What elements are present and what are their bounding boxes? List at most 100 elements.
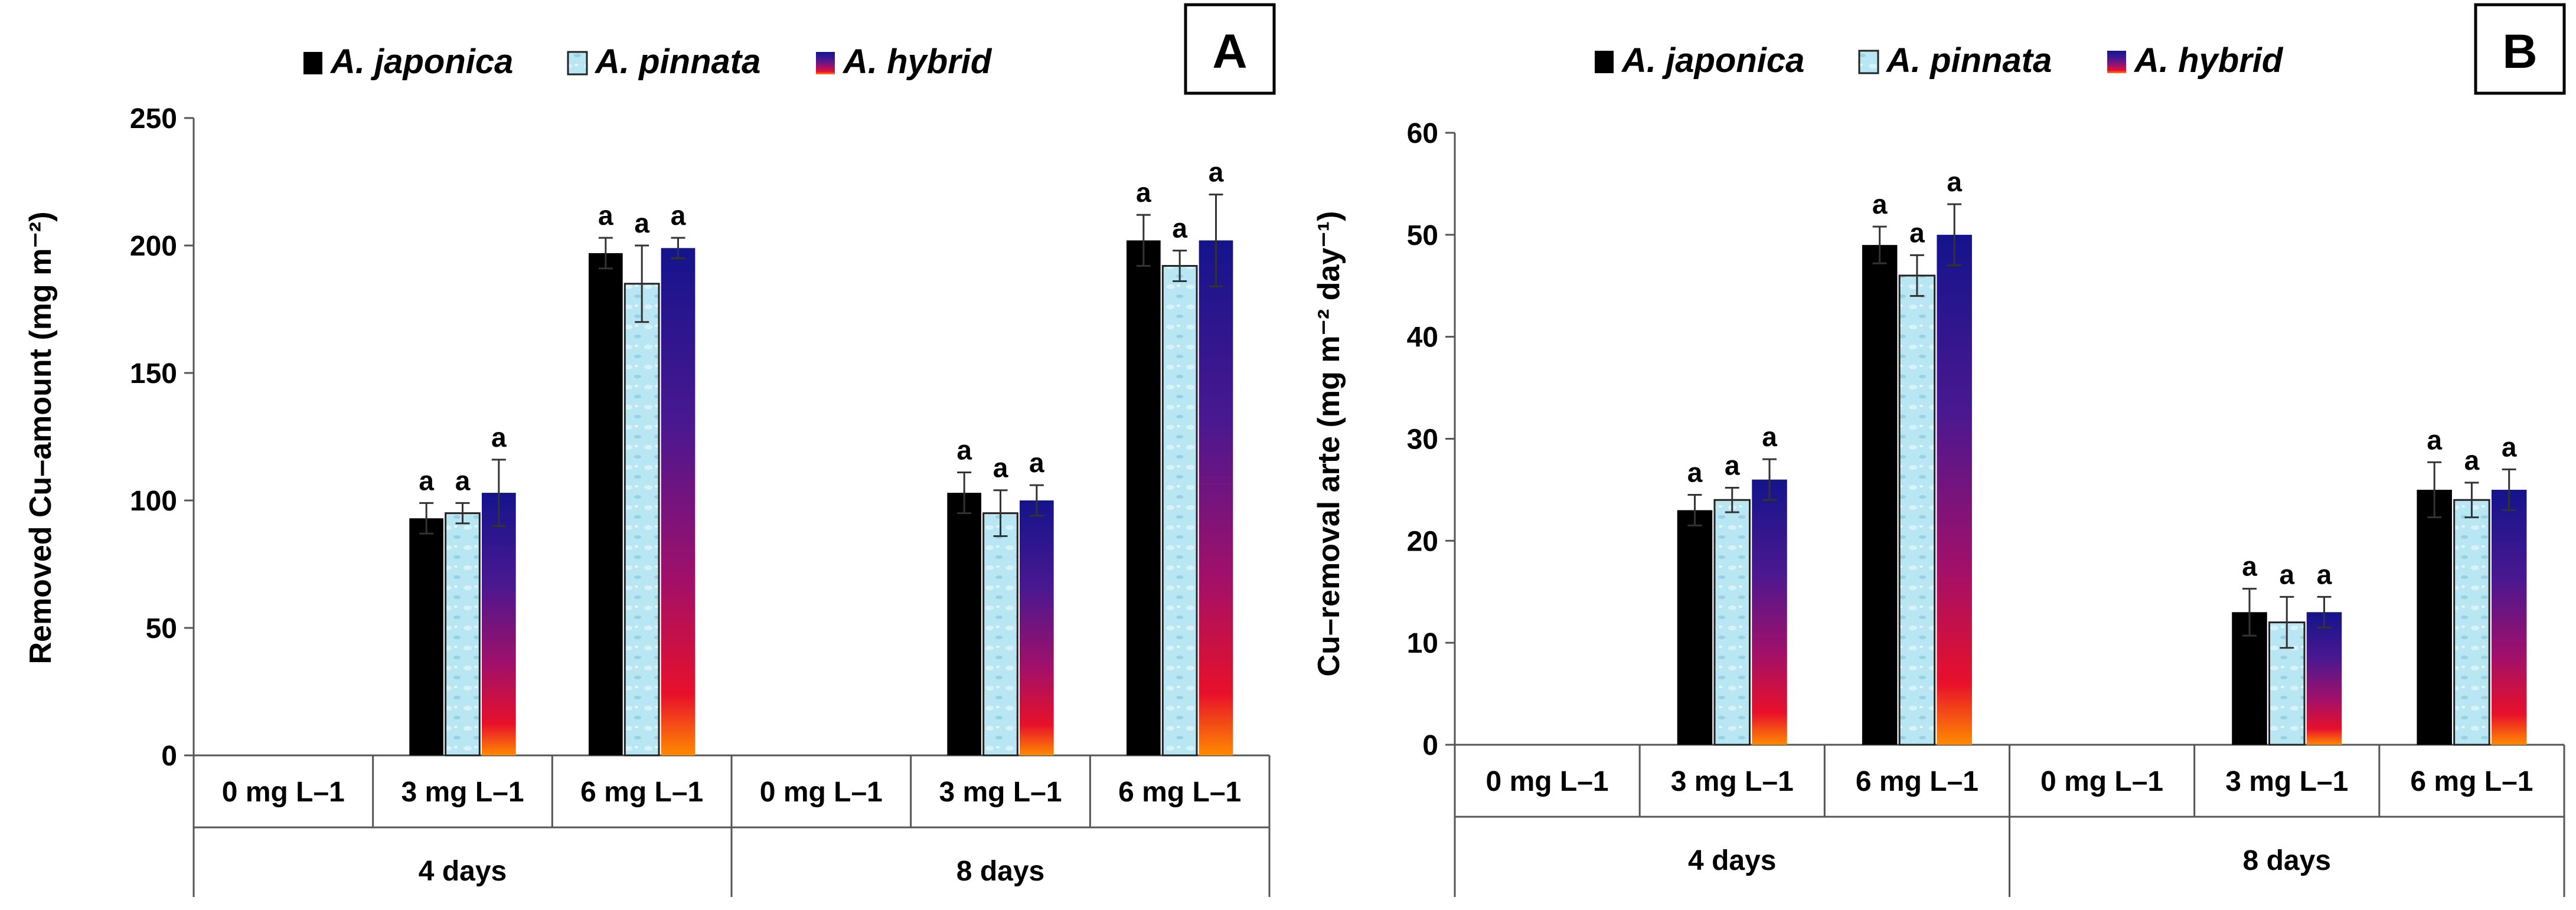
- x-category-label-a: 0 mg L–1: [760, 777, 883, 808]
- bar-a-series1: [982, 512, 1018, 757]
- y-tick-label-a: 50: [146, 613, 177, 644]
- significance-letter-b: a: [1872, 189, 1888, 220]
- significance-letter-a: a: [598, 200, 613, 231]
- significance-letter-b: a: [2464, 445, 2480, 476]
- bar-b-series2: [1752, 479, 1787, 745]
- y-tick-label-a: 250: [130, 103, 177, 135]
- bar-b-series1: [1713, 499, 1751, 746]
- y-tick-label-b: 10: [1407, 628, 1438, 659]
- bar-a-series0: [947, 493, 982, 755]
- significance-letter-b: a: [2317, 559, 2332, 590]
- legend-a-japonica-label: A. japonica: [329, 42, 513, 81]
- y-tick-label-b: 60: [1407, 118, 1438, 149]
- x-group-label-b: 4 days: [1688, 845, 1776, 876]
- x-category-label-b: 3 mg L–1: [1671, 766, 1794, 797]
- legend-b: A. japonica A. pinnata A. hybrid: [1595, 41, 2284, 80]
- bar-a-series2: [661, 248, 696, 755]
- x-category-label-a: 3 mg L–1: [401, 777, 524, 808]
- y-axis-title-a: Removed Cu–amount (mg m⁻²): [24, 211, 58, 664]
- significance-letter-a: a: [993, 453, 1008, 483]
- plot-area-a: 0 50 100 150 200 250 0 mg L–1 3 mg L–1 6 mg L–1 0…: [130, 103, 1271, 897]
- legend-a-hybrid-label: A. hybrid: [842, 42, 992, 81]
- bar-a-series2: [481, 493, 516, 755]
- y-tick-label-b: 0: [1422, 730, 1438, 761]
- significance-letter-b: a: [1725, 450, 1740, 480]
- x-category-label-a: 3 mg L–1: [939, 777, 1062, 808]
- y-axis-title-b: Cu–removal arte (mg m⁻² day⁻¹): [1312, 211, 1346, 677]
- significance-letter-b: a: [1947, 166, 1962, 197]
- significance-letter-b: a: [2502, 431, 2517, 462]
- bar-a-series1: [445, 512, 481, 757]
- panel-a: A A. japonica A. pinnata A. hybrid Remov…: [24, 3, 1276, 897]
- bar-b-series1: [2268, 621, 2306, 746]
- bar-b-series2: [2491, 489, 2527, 745]
- significance-letter-b: a: [2427, 424, 2442, 455]
- x-category-label-a: 6 mg L–1: [1118, 777, 1241, 808]
- x-category-label-a: 6 mg L–1: [580, 777, 703, 808]
- significance-letter-a: a: [491, 422, 507, 453]
- significance-letter-a: a: [1136, 177, 1151, 208]
- x-category-label-b: 0 mg L–1: [1486, 766, 1609, 797]
- significance-letter-a: a: [1209, 157, 1224, 188]
- significance-letter-b: a: [1762, 421, 1777, 452]
- x-category-label-b: 3 mg L–1: [2225, 766, 2348, 797]
- legend-b-pinnata-label: A. pinnata: [1885, 41, 2052, 80]
- significance-letter-a: a: [634, 208, 649, 238]
- bar-b-series0: [1677, 510, 1713, 745]
- y-tick-label-a: 200: [130, 231, 177, 262]
- y-tick-label-b: 40: [1407, 322, 1438, 353]
- legend-a-japonica-swatch: [303, 52, 322, 74]
- bar-a-series0: [409, 518, 444, 755]
- legend-a-pinnata-swatch: [567, 51, 588, 76]
- bar-a-series1: [1161, 265, 1198, 757]
- y-tick-label-a: 0: [161, 741, 177, 772]
- significance-letter-b: a: [1909, 217, 1925, 248]
- panel-b-box: [2474, 3, 2566, 95]
- x-category-label-b: 6 mg L–1: [1856, 766, 1978, 797]
- significance-letter-a: a: [1172, 213, 1187, 244]
- bar-b-series1: [1898, 274, 1936, 746]
- plot-area-b: 0 10 20 30 40 50 60 0 mg L–1 3 mg L–1 6 mg L–1 0 m…: [1407, 118, 2565, 897]
- significance-letter-a: a: [455, 465, 471, 496]
- bar-b-series0: [1862, 245, 1898, 745]
- y-tick-label-b: 30: [1407, 424, 1438, 456]
- legend-b-pinnata-swatch: [1858, 50, 1879, 74]
- significance-letter-a: a: [1029, 447, 1044, 478]
- bar-b-series1: [2453, 499, 2490, 746]
- bar-b-series0: [2417, 489, 2452, 745]
- y-tick-label-a: 150: [130, 358, 177, 389]
- significance-letter-b: a: [2242, 551, 2257, 582]
- bar-b-series2: [1937, 234, 1972, 745]
- x-category-label-a: 0 mg L–1: [222, 777, 345, 808]
- bar-a-series2: [1199, 240, 1233, 755]
- legend-b-japonica-label: A. japonica: [1621, 41, 1804, 80]
- x-group-label-a: 8 days: [956, 856, 1044, 887]
- bar-a-series1: [623, 283, 660, 757]
- y-tick-label-b: 20: [1407, 526, 1438, 557]
- significance-letter-a: a: [419, 465, 434, 496]
- legend-a: A. japonica A. pinnata A. hybrid: [303, 42, 992, 81]
- x-group-label-a: 4 days: [419, 856, 507, 887]
- significance-letter-a: a: [671, 200, 686, 231]
- legend-b-japonica-swatch: [1595, 51, 1614, 73]
- panel-b: B A. japonica A. pinnata A. hybrid Cu–re…: [1312, 3, 2566, 897]
- legend-a-hybrid-swatch: [816, 52, 835, 74]
- legend-a-pinnata-label: A. pinnata: [594, 42, 760, 81]
- x-category-label-b: 0 mg L–1: [2040, 766, 2163, 797]
- y-tick-label-b: 50: [1407, 220, 1438, 251]
- significance-letter-a: a: [956, 434, 972, 465]
- y-tick-label-a: 100: [130, 486, 177, 517]
- bar-b-series2: [2306, 612, 2342, 745]
- legend-b-hybrid-swatch: [2107, 51, 2126, 73]
- legend-b-hybrid-label: A. hybrid: [2133, 41, 2284, 80]
- x-category-label-b: 6 mg L–1: [2410, 766, 2533, 797]
- significance-letter-b: a: [1687, 457, 1703, 488]
- panel-b-letter: B: [2502, 25, 2537, 78]
- panel-a-box: [1184, 3, 1276, 95]
- bar-a-series0: [588, 253, 623, 756]
- significance-letter-b: a: [2279, 559, 2294, 590]
- panel-a-letter: A: [1212, 25, 1247, 78]
- bar-a-series0: [1126, 240, 1161, 755]
- x-group-label-b: 8 days: [2243, 845, 2331, 876]
